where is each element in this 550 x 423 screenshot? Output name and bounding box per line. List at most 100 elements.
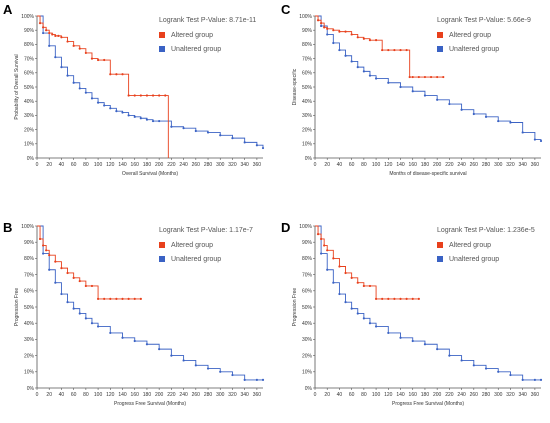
censor-mark [255, 378, 258, 381]
x-tick-label: 120 [106, 162, 115, 168]
censor-mark [51, 33, 54, 36]
censor-mark [316, 19, 320, 22]
censor-mark [164, 94, 167, 97]
censor-mark [261, 146, 265, 150]
censor-mark [381, 297, 384, 300]
censor-mark [405, 297, 408, 300]
censor-mark [374, 297, 378, 300]
x-tick-label: 300 [216, 392, 225, 398]
censor-mark [411, 75, 414, 79]
x-tick-label: 180 [143, 162, 152, 168]
x-tick-label: 280 [204, 162, 213, 168]
x-tick-label: 20 [324, 392, 330, 398]
censor-mark [442, 75, 445, 79]
x-tick-label: 240 [457, 392, 466, 398]
censor-mark [84, 51, 87, 55]
censor-mark [109, 297, 112, 300]
x-tick-label: 160 [409, 392, 418, 398]
x-tick-label: 360 [253, 392, 262, 398]
y-axis-title: Disease-specific [292, 68, 298, 105]
censor-mark [42, 31, 45, 35]
censor-mark [96, 58, 100, 62]
legend-swatch [159, 242, 165, 248]
y-axis-title: Progression Free [14, 288, 20, 327]
censor-mark [90, 322, 94, 325]
y-tick-label: 0% [27, 386, 35, 392]
censor-mark [48, 254, 51, 257]
km-panel-c: C 0% 10% 20% 30% 40% 50% 60% 70% 80% 90% 100% 0 20 40 6… [281, 2, 543, 177]
censor-mark [84, 284, 87, 288]
censor-mark [326, 268, 329, 271]
legend-label: Unaltered group [171, 46, 221, 53]
censor-mark [115, 73, 118, 76]
censor-mark [151, 119, 155, 123]
y-tick-label: 50% [302, 305, 313, 311]
censor-mark [356, 281, 359, 284]
x-tick-label: 60 [349, 162, 355, 168]
censor-mark [344, 271, 347, 275]
x-tick-label: 360 [531, 392, 540, 398]
censor-mark [103, 104, 106, 107]
censor-mark [66, 40, 69, 43]
km-curve-altered [315, 15, 444, 78]
km-curve-altered [37, 15, 169, 158]
y-tick-label: 20% [24, 127, 35, 133]
y-axis-title: Probability of Overall Survival [14, 54, 20, 119]
censor-mark [60, 267, 63, 270]
censor-mark [460, 359, 463, 362]
x-tick-label: 140 [118, 162, 127, 168]
x-tick-label: 100 [372, 392, 381, 398]
censor-mark [332, 281, 335, 284]
x-axis-title: Months of disease-specific survival [389, 171, 466, 177]
legend-label: Unaltered group [449, 256, 499, 263]
censor-mark [350, 276, 353, 279]
censor-mark [133, 115, 136, 118]
x-tick-label: 120 [384, 162, 393, 168]
y-tick-label: 90% [24, 28, 35, 34]
km-curve-altered [315, 225, 419, 300]
x-tick-label: 240 [179, 162, 188, 168]
censor-mark [399, 48, 402, 52]
x-tick-label: 240 [179, 392, 188, 398]
legend-swatch [437, 32, 443, 38]
x-axis-title: Progress Free Survival (Months) [392, 401, 464, 407]
censor-mark [338, 292, 341, 296]
y-tick-label: 20% [24, 353, 35, 359]
censor-mark [45, 249, 48, 252]
x-tick-label: 140 [396, 162, 405, 168]
censor-mark [521, 378, 524, 381]
x-tick-label: 80 [83, 162, 89, 168]
censor-mark [139, 297, 142, 300]
legend-label: Altered group [171, 32, 213, 39]
km-panel-b: B 0% 10% 20% 30% 40% 50% 60% 70% 80% 90% 100% 0 20 40 6… [3, 220, 265, 407]
censor-mark [411, 297, 414, 300]
x-tick-label: 80 [361, 392, 367, 398]
censor-mark [356, 66, 359, 69]
legend-swatch [437, 242, 443, 248]
panel-label: B [3, 220, 12, 235]
y-tick-label: 80% [302, 256, 313, 262]
km-curve-altered [37, 225, 141, 300]
censor-mark [96, 325, 100, 328]
censor-mark [332, 41, 335, 45]
legend-label: Altered group [171, 242, 213, 249]
y-tick-label: 70% [302, 56, 313, 62]
censor-mark [393, 48, 396, 52]
censor-mark [316, 233, 320, 236]
censor-mark [362, 284, 365, 288]
km-curve-unaltered [315, 15, 542, 141]
censor-mark [48, 31, 51, 35]
y-tick-label: 40% [24, 321, 35, 327]
censor-mark [539, 378, 543, 381]
x-tick-label: 320 [228, 392, 237, 398]
y-tick-label: 20% [302, 127, 313, 133]
censor-mark [417, 75, 420, 79]
x-tick-label: 320 [228, 162, 237, 168]
censor-mark [423, 94, 427, 97]
censor-mark [497, 370, 500, 373]
censor-mark [320, 24, 323, 28]
logrank-pvalue: Logrank Test P-Value: 5.66e-9 [437, 17, 531, 24]
x-tick-label: 100 [94, 162, 103, 168]
x-tick-label: 300 [216, 162, 225, 168]
y-tick-label: 70% [24, 272, 35, 278]
